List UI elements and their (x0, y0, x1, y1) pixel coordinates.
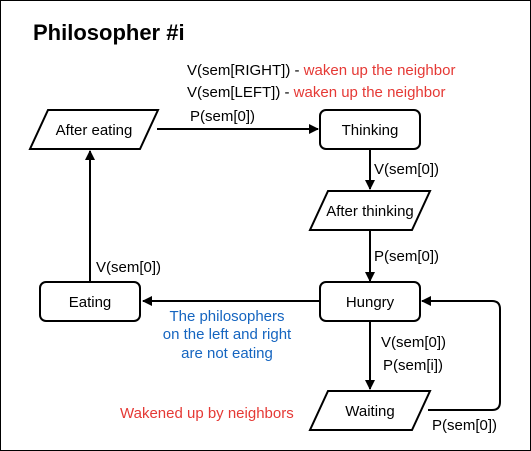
edge-label-after-thinking-p-sem0: P(sem[0]) (374, 248, 439, 265)
edge-label-not-eating-line1: The philosophers (169, 308, 284, 325)
node-eating: Eating (39, 281, 141, 322)
edge-waiting-to-hungry (421, 296, 501, 411)
node-waiting-label: Waiting (345, 403, 394, 420)
edge-label-hungry-v-sem0: V(sem[0]) (381, 334, 446, 351)
node-after-eating-label: After eating (56, 122, 133, 139)
edge-label-thinking-v-sem0: V(sem[0]) (374, 161, 439, 178)
edge-label-v-right: V(sem[RIGHT]) - waken up the neighbor (187, 62, 455, 79)
node-eating-label: Eating (69, 294, 112, 311)
node-after-thinking: After thinking (308, 190, 432, 231)
node-hungry-label: Hungry (346, 294, 395, 311)
edge-label-hungry-p-semi: P(sem[i]) (383, 357, 443, 374)
node-thinking: Thinking (319, 109, 421, 150)
diagram-title: Philosopher #i (33, 20, 185, 45)
edge-label-waiting-p-sem0: P(sem[0]) (432, 417, 497, 434)
node-after-thinking-label: After thinking (326, 203, 414, 220)
edge-label-not-eating-line2: on the left and right (163, 326, 292, 343)
node-hungry: Hungry (319, 281, 421, 322)
edge-label-p-sem0-top: P(sem[0]) (190, 108, 255, 125)
node-waiting: Waiting (308, 390, 432, 431)
node-thinking-label: Thinking (342, 122, 399, 139)
edge-label-v-left: V(sem[LEFT]) - waken up the neighbor (187, 84, 445, 101)
waiting-note: Wakened up by neighbors (120, 405, 294, 422)
node-after-eating: After eating (28, 109, 160, 150)
edge-label-not-eating-line3: are not eating (181, 345, 273, 362)
edge-label-eating-v-sem0: V(sem[0]) (96, 259, 161, 276)
